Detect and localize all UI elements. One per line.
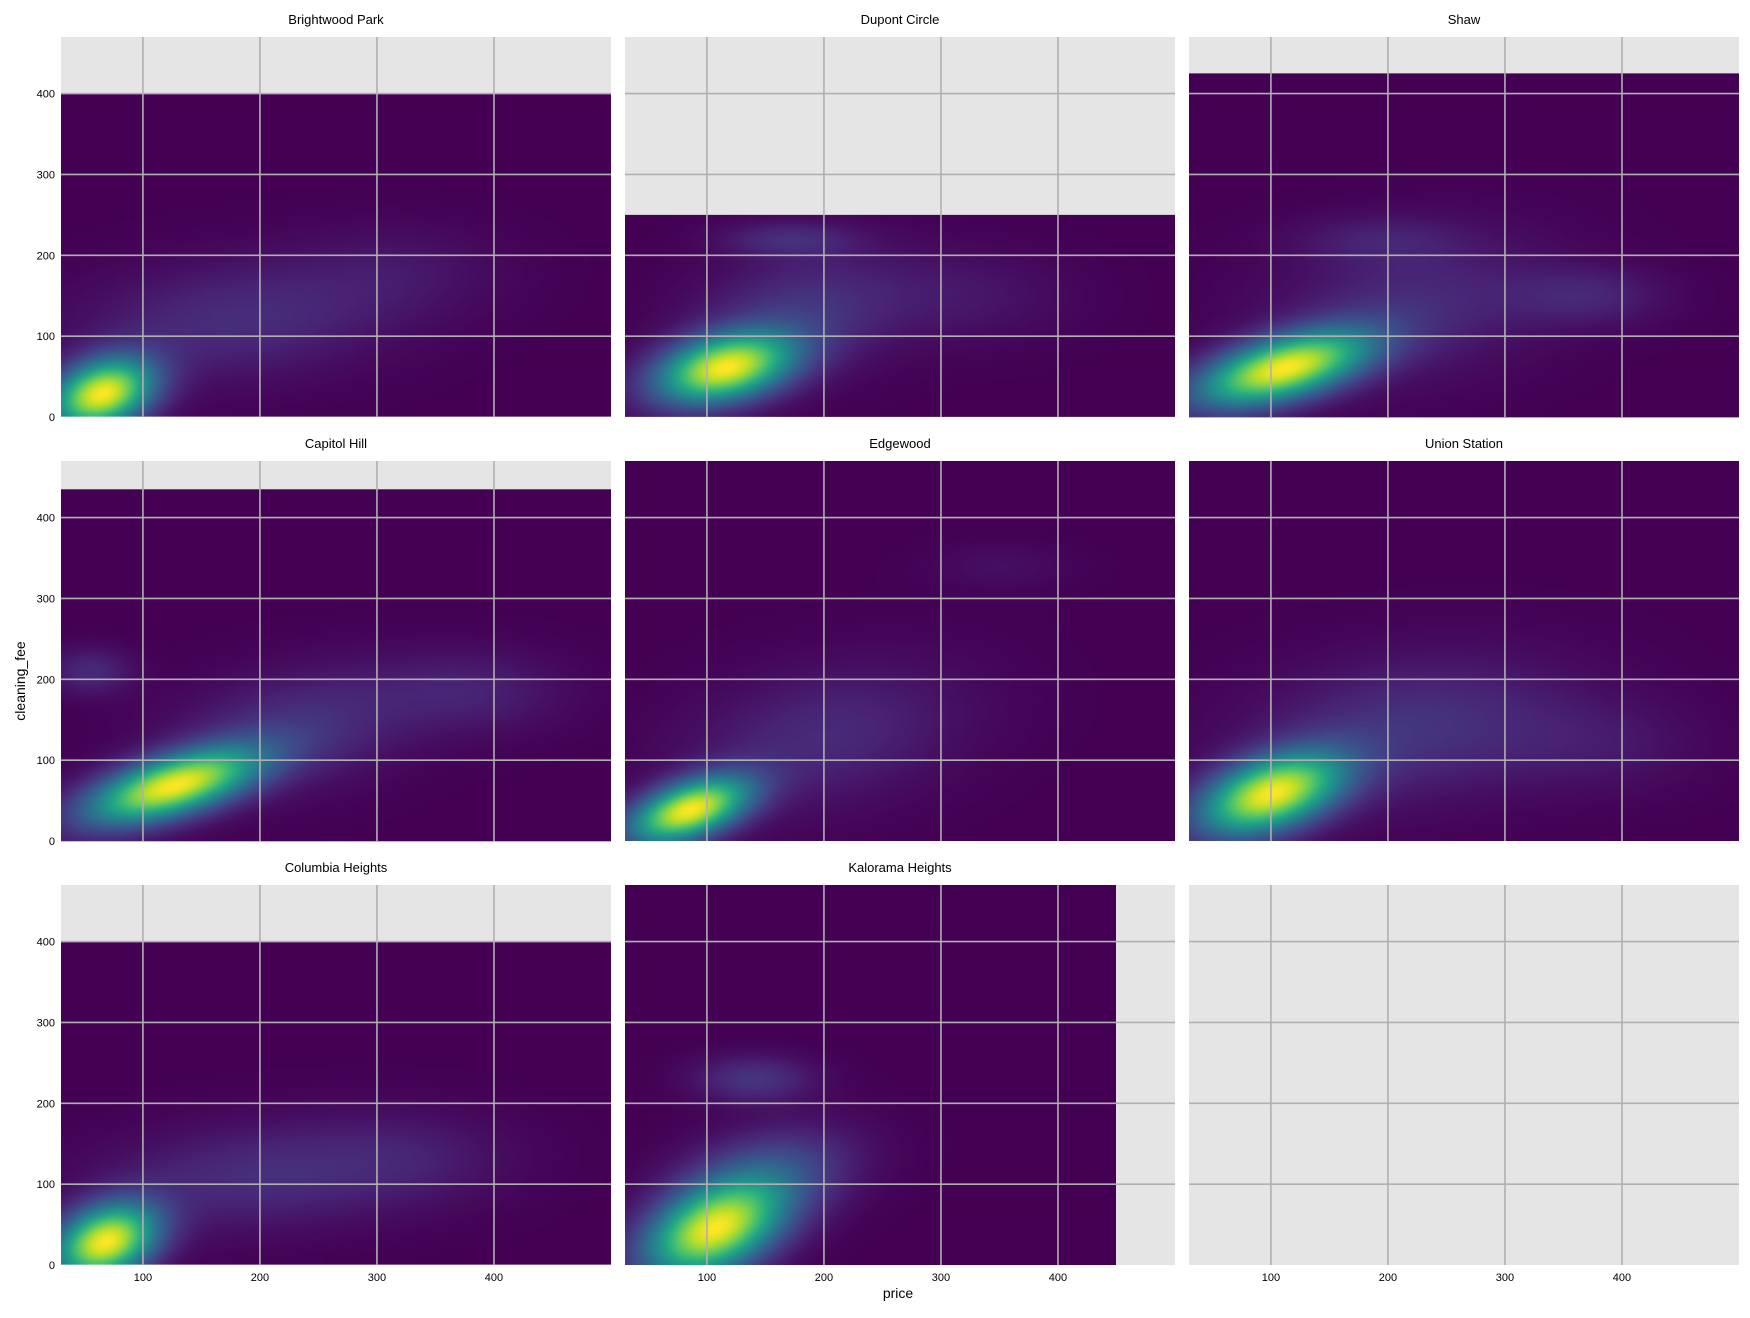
y-tick-label: 0 [49, 412, 55, 424]
x-tick-label: 200 [1379, 1272, 1397, 1284]
x-tick-label: 100 [1262, 1272, 1280, 1284]
x-tick-label: 200 [815, 1272, 833, 1284]
facet-title: Kalorama Heights [848, 860, 952, 875]
y-tick-label: 200 [37, 1098, 55, 1110]
facet-panels: Brightwood Park 0 100 200 300 400 Dupont Circl… [37, 12, 1739, 1284]
panel-background [1189, 885, 1739, 1265]
facet-title: Dupont Circle [861, 12, 940, 27]
x-tick-label: 400 [1613, 1272, 1631, 1284]
y-tick-label: 400 [37, 937, 55, 949]
facet-title: Capitol Hill [305, 436, 367, 451]
y-tick-label: 300 [37, 1017, 55, 1029]
x-axis-label: price [883, 1285, 914, 1301]
facet-edgewood: Edgewood [625, 436, 1175, 841]
facet-title: Shaw [1448, 12, 1481, 27]
facet-union-station: Union Station [1189, 436, 1739, 841]
x-tick-label: 200 [251, 1272, 269, 1284]
density-heatmap [625, 461, 1175, 841]
y-tick-label: 400 [37, 89, 55, 101]
facet-shaw: Shaw [1189, 12, 1739, 418]
y-tick-label: 100 [37, 1179, 55, 1191]
facet-dupont-circle: Dupont Circle [625, 12, 1175, 417]
x-tick-label: 100 [134, 1272, 152, 1284]
facet-title: Union Station [1425, 436, 1503, 451]
facet-brightwood-park: Brightwood Park 0 100 200 300 400 [37, 12, 611, 424]
facet-title: Brightwood Park [288, 12, 384, 27]
y-tick-label: 100 [37, 331, 55, 343]
facet-kalorama-heights: Kalorama Heights 100 200 300 400 [625, 860, 1175, 1284]
x-tick-label: 300 [368, 1272, 386, 1284]
facet-columbia-heights: Columbia Heights 0 100 200 300 400 100 200 300 40… [37, 860, 611, 1284]
y-tick-label: 200 [37, 250, 55, 262]
y-tick-label: 400 [37, 513, 55, 525]
facet-empty: 100 200 300 400 [1189, 885, 1739, 1284]
x-tick-label: 400 [485, 1272, 503, 1284]
facet-title: Edgewood [869, 436, 930, 451]
density-heatmap [625, 214, 1175, 417]
facet-capitol-hill: Capitol Hill 0 100 200 300 400 [37, 436, 611, 848]
x-tick-label: 100 [698, 1272, 716, 1284]
density-heatmap [61, 489, 611, 842]
y-tick-label: 200 [37, 674, 55, 686]
density-heatmap [1189, 461, 1739, 841]
density-heatmap [1189, 73, 1739, 418]
facet-title: Columbia Heights [285, 860, 388, 875]
x-tick-label: 300 [1496, 1272, 1514, 1284]
y-tick-label: 0 [49, 1260, 55, 1272]
x-tick-label: 400 [1049, 1272, 1067, 1284]
x-tick-label: 300 [932, 1272, 950, 1284]
y-tick-label: 100 [37, 755, 55, 767]
y-tick-label: 300 [37, 169, 55, 181]
y-axis-label: cleaning_fee [12, 641, 28, 721]
y-tick-label: 0 [49, 836, 55, 848]
y-tick-label: 300 [37, 593, 55, 605]
